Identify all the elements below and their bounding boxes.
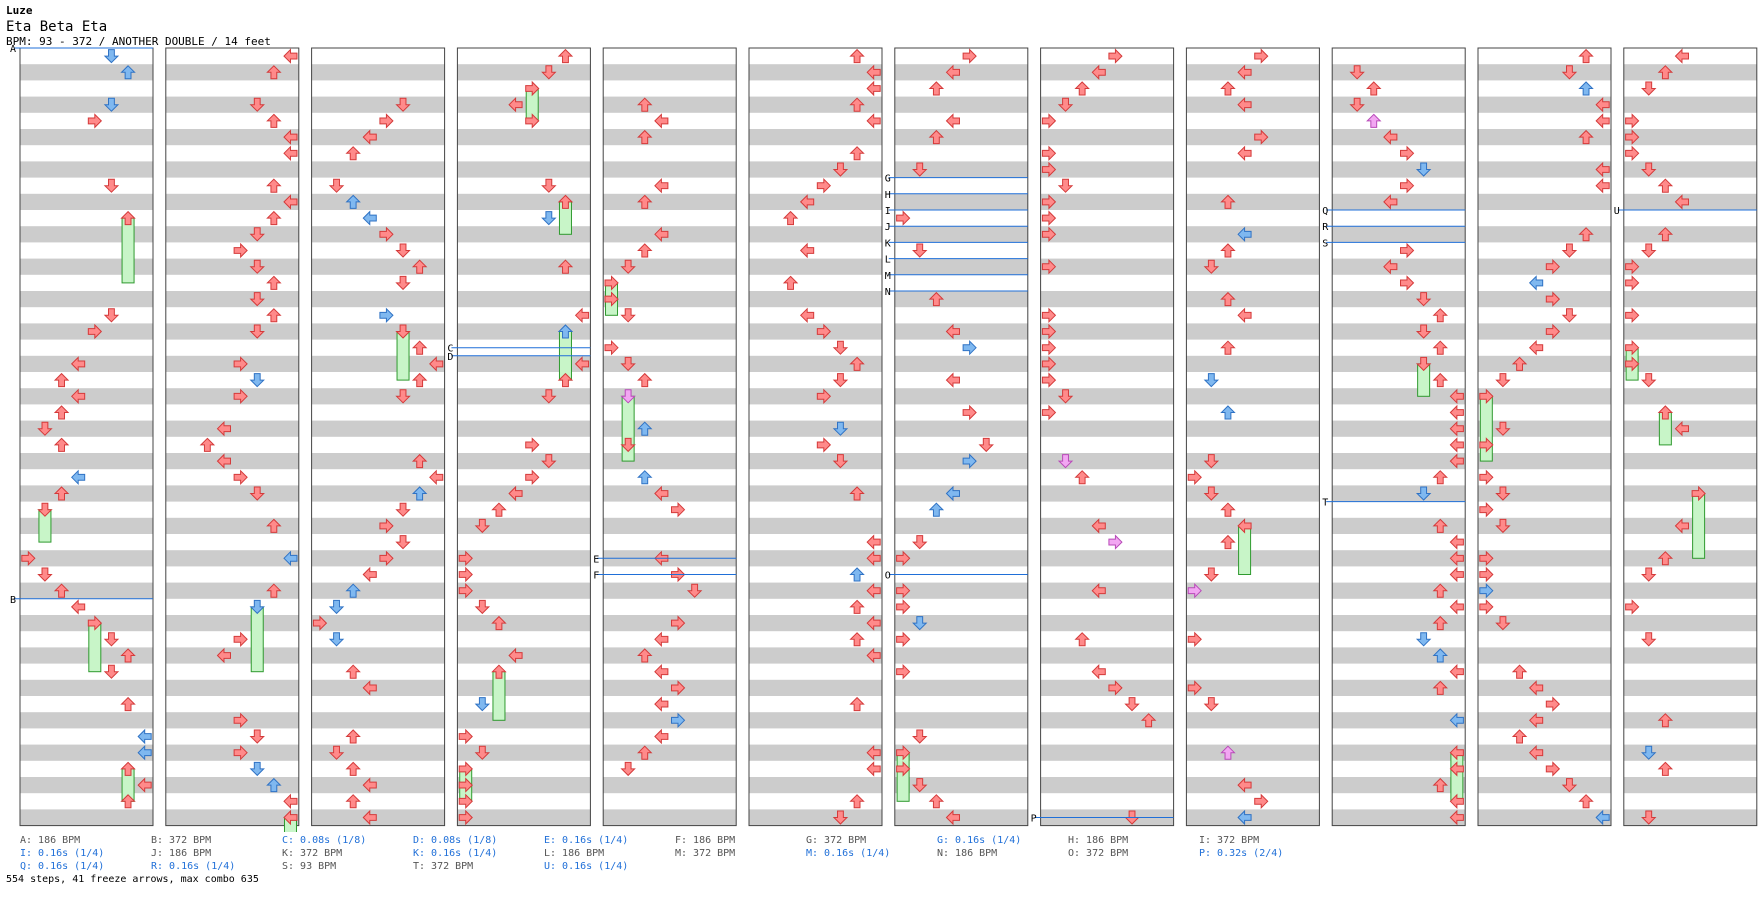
chart-stats: 554 steps, 41 freeze arrows, max combo 6…: [6, 874, 259, 885]
legend-entry: Q: 0.16s (1/4): [20, 861, 105, 872]
step-arrows: [312, 97, 444, 826]
chart-column: [1623, 47, 1758, 827]
step-arrows: [199, 48, 298, 832]
legend-entry: K: 0.16s (1/4): [413, 848, 498, 859]
marker-label: P: [1031, 814, 1037, 825]
step-arrows: [896, 48, 994, 826]
legend-entry: E: 0.16s (1/4): [544, 835, 629, 846]
marker-label: S: [1322, 238, 1328, 249]
step-arrows: [21, 49, 152, 809]
marker-label: T: [1322, 498, 1328, 509]
marker-label: R: [1322, 222, 1329, 233]
chart-column: [165, 47, 300, 827]
step-arrows: [1479, 48, 1610, 826]
marker-label: F: [593, 571, 599, 582]
legend-entry: G: 372 BPM: [806, 835, 867, 846]
legend-entry: I: 372 BPM: [1199, 835, 1260, 846]
legend-entry: G: 0.16s (1/4): [937, 835, 1022, 846]
marker-label: U: [1614, 206, 1620, 217]
chart-column: [19, 47, 154, 827]
legend-entry: U: 0.16s (1/4): [544, 861, 629, 872]
legend-entry: I: 0.16s (1/4): [20, 848, 105, 859]
step-arrows: [782, 48, 881, 825]
legend-entry: S: 93 BPM: [282, 861, 337, 872]
legend-entry: M: 372 BPM: [675, 848, 736, 859]
marker-label: I: [885, 206, 891, 217]
legend-entry: J: 186 BPM: [151, 848, 212, 859]
step-arrows: [458, 48, 590, 826]
marker-label: Q: [1322, 206, 1328, 217]
chart-column: [311, 47, 446, 827]
legend-entry: D: 0.08s (1/8): [413, 835, 498, 846]
chart-column: [1331, 47, 1466, 827]
marker-label: A: [10, 44, 16, 55]
marker-label: J: [885, 222, 891, 233]
step-arrows: [1041, 48, 1157, 825]
legend-entry: H: 186 BPM: [1068, 835, 1129, 846]
marker-label: H: [885, 190, 891, 201]
marker-label: C: [447, 344, 453, 355]
chart-column: [748, 47, 883, 827]
legend-entry: B: 372 BPM: [151, 835, 212, 846]
step-arrows: [1187, 48, 1269, 826]
step-arrows: [604, 97, 703, 777]
marker-label: L: [885, 255, 891, 266]
legend-entry: O: 372 BPM: [1068, 848, 1129, 859]
marker-label: D: [447, 352, 453, 363]
chart-column: [602, 47, 737, 827]
chart-column: [1040, 47, 1175, 827]
legend-entry: P: 0.32s (2/4): [1199, 848, 1284, 859]
legend-entry: M: 0.16s (1/4): [806, 848, 891, 859]
legend-entry: A: 186 BPM: [20, 835, 81, 846]
song-title: Eta Beta Eta: [6, 19, 108, 35]
legend-entry: L: 186 BPM: [544, 848, 605, 859]
marker-label: E: [593, 554, 599, 565]
chart-column: [1477, 47, 1612, 827]
legend-entry: C: 0.08s (1/8): [282, 835, 367, 846]
legend-entry: T: 372 BPM: [413, 861, 474, 872]
song-artist: Luze: [6, 4, 33, 17]
song-meta: BPM: 93 - 372 / ANOTHER DOUBLE / 14 feet: [6, 35, 271, 48]
marker-label: K: [885, 238, 891, 249]
legend-entry: F: 186 BPM: [675, 835, 736, 846]
chart-column: [456, 47, 591, 827]
chart-column: [894, 47, 1029, 827]
marker-label: N: [885, 287, 891, 298]
legend-entry: R: 0.16s (1/4): [151, 861, 236, 872]
marker-label: O: [885, 571, 891, 582]
step-arrows: [1625, 48, 1706, 825]
marker-label: M: [885, 271, 891, 282]
marker-label: G: [885, 174, 891, 185]
step-arrows: [1349, 65, 1464, 826]
legend-entry: K: 372 BPM: [282, 848, 343, 859]
chart-column: [1185, 47, 1320, 827]
legend-entry: N: 186 BPM: [937, 848, 998, 859]
marker-label: B: [10, 595, 16, 606]
